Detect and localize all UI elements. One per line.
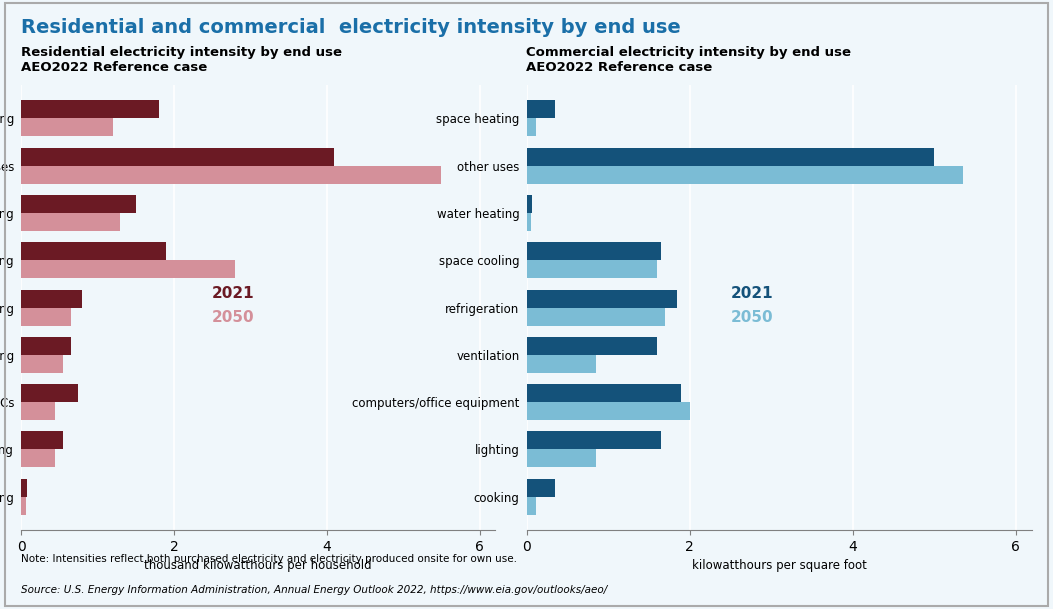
Bar — [526, 402, 690, 420]
Text: 2021: 2021 — [212, 286, 255, 301]
Bar — [21, 100, 159, 118]
Bar — [21, 479, 27, 497]
Bar — [526, 431, 661, 449]
Bar — [526, 337, 657, 355]
Bar — [526, 195, 532, 213]
Bar — [21, 242, 166, 260]
Bar — [526, 118, 536, 136]
Text: 2021: 2021 — [731, 286, 773, 301]
Bar — [21, 166, 441, 184]
Title: Commercial electricity intensity by end use
AEO2022 Reference case: Commercial electricity intensity by end … — [526, 46, 852, 74]
Bar — [21, 118, 113, 136]
Title: Residential electricity intensity by end use
AEO2022 Reference case: Residential electricity intensity by end… — [21, 46, 342, 74]
Bar — [526, 479, 555, 497]
Text: Note: Intensities reflect both purchased electricity and electricity produced on: Note: Intensities reflect both purchased… — [21, 554, 517, 564]
Bar — [21, 337, 71, 355]
Bar — [526, 384, 681, 402]
Bar — [21, 148, 335, 166]
Text: Source: U.S. Energy Information Administration, Annual Energy Outlook 2022, http: Source: U.S. Energy Information Administ… — [21, 585, 608, 594]
Bar — [21, 449, 56, 467]
Bar — [526, 289, 677, 308]
Bar — [526, 355, 596, 373]
Text: 2050: 2050 — [731, 310, 773, 325]
Bar — [21, 497, 25, 515]
Bar — [21, 402, 56, 420]
Bar — [21, 384, 78, 402]
Bar — [526, 213, 531, 231]
Bar — [526, 148, 934, 166]
X-axis label: thousand kilowatthours per household: thousand kilowatthours per household — [144, 559, 372, 572]
Bar — [21, 431, 63, 449]
Bar — [21, 355, 63, 373]
Bar — [526, 308, 665, 326]
Bar — [526, 497, 536, 515]
Bar — [21, 213, 120, 231]
Bar — [526, 242, 661, 260]
X-axis label: kilowatthours per square foot: kilowatthours per square foot — [692, 559, 867, 572]
Bar — [21, 260, 235, 278]
Bar — [526, 449, 596, 467]
Bar — [526, 166, 962, 184]
Bar — [526, 100, 555, 118]
Text: 2050: 2050 — [212, 310, 255, 325]
Text: Residential and commercial  electricity intensity by end use: Residential and commercial electricity i… — [21, 18, 681, 37]
Bar — [21, 289, 82, 308]
Bar — [21, 195, 136, 213]
Bar — [526, 260, 657, 278]
Bar — [21, 308, 71, 326]
